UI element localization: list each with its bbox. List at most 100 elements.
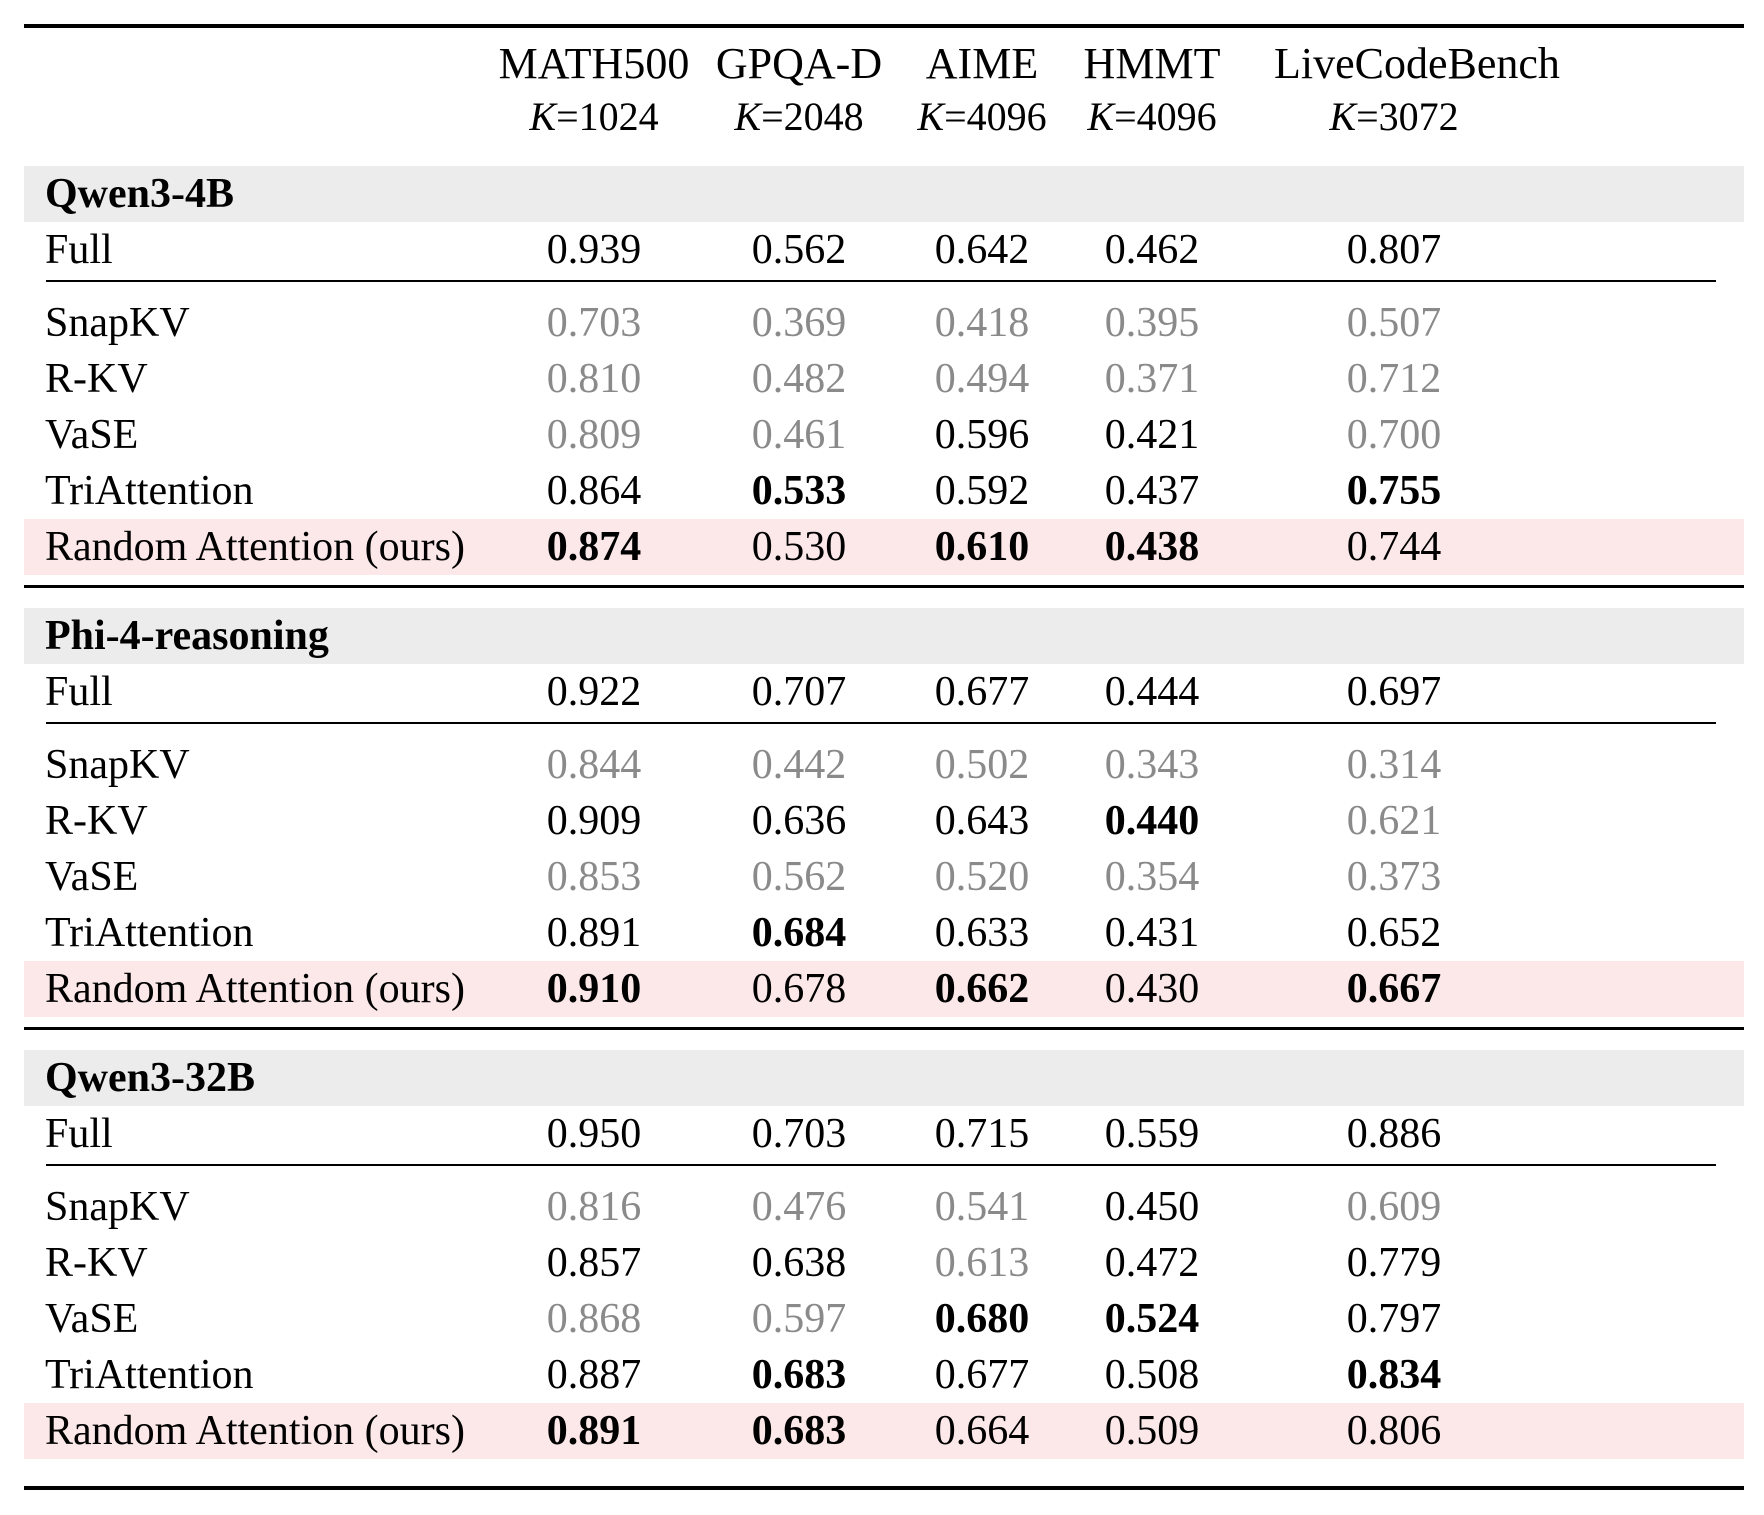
cell-value: 0.707: [751, 669, 847, 715]
column-k-value: K=4096: [862, 89, 1102, 145]
cell-value: 0.638: [751, 1240, 847, 1286]
row-label: SnapKV: [45, 300, 190, 346]
cell-value: 0.922: [546, 669, 642, 715]
cell-value: 0.502: [934, 742, 1030, 788]
top-rule: [24, 24, 1744, 28]
k-variable: K: [734, 94, 762, 139]
cell-value: 0.755: [1346, 468, 1442, 514]
row-label: R-KV: [45, 798, 148, 844]
cell-value: 0.524: [1104, 1296, 1200, 1342]
cell-value: 0.806: [1346, 1408, 1442, 1454]
column-name: HMMT: [1083, 39, 1221, 88]
cell-value: 0.868: [546, 1296, 642, 1342]
column-header-math500: MATH500 K=1024: [474, 39, 714, 145]
cell-value: 0.809: [546, 412, 642, 458]
cell-value: 0.703: [546, 300, 642, 346]
cell-value: 0.633: [934, 910, 1030, 956]
column-name: MATH500: [498, 39, 690, 88]
cell-value: 0.910: [546, 966, 642, 1012]
cell-value: 0.810: [546, 356, 642, 402]
highlight-row-bg: [24, 961, 1744, 1017]
model-band: [24, 166, 1744, 222]
cell-value: 0.891: [546, 910, 642, 956]
cell-value: 0.562: [751, 227, 847, 273]
cell-value: 0.343: [1104, 742, 1200, 788]
cell-value: 0.621: [1346, 798, 1442, 844]
full-row-rule: [46, 1164, 1716, 1166]
cell-value: 0.472: [1104, 1240, 1200, 1286]
cell-value: 0.509: [1104, 1408, 1200, 1454]
full-row-rule: [46, 280, 1716, 282]
cell-value: 0.652: [1346, 910, 1442, 956]
cell-value: 0.684: [751, 910, 847, 956]
highlight-row-bg: [24, 1403, 1744, 1459]
cell-value: 0.438: [1104, 524, 1200, 570]
k-number: =3072: [1356, 94, 1459, 139]
column-k-value: K=3072: [1274, 89, 1514, 145]
cell-value: 0.559: [1104, 1111, 1200, 1157]
column-k-value: K=1024: [474, 89, 714, 145]
cell-value: 0.797: [1346, 1296, 1442, 1342]
k-number: =4096: [1114, 94, 1217, 139]
cell-value: 0.909: [546, 798, 642, 844]
cell-value: 0.642: [934, 227, 1030, 273]
k-variable: K: [529, 94, 557, 139]
model-band: [24, 608, 1744, 664]
cell-value: 0.418: [934, 300, 1030, 346]
row-label: TriAttention: [45, 910, 254, 956]
k-variable: K: [1329, 94, 1357, 139]
row-label-full: Full: [45, 669, 113, 715]
cell-value: 0.677: [934, 669, 1030, 715]
cell-value: 0.395: [1104, 300, 1200, 346]
cell-value: 0.508: [1104, 1352, 1200, 1398]
cell-value: 0.891: [546, 1408, 642, 1454]
cell-value: 0.662: [934, 966, 1030, 1012]
cell-value: 0.678: [751, 966, 847, 1012]
cell-value: 0.507: [1346, 300, 1442, 346]
k-variable: K: [917, 94, 945, 139]
cell-value: 0.482: [751, 356, 847, 402]
cell-value: 0.680: [934, 1296, 1030, 1342]
cell-value: 0.461: [751, 412, 847, 458]
row-label: TriAttention: [45, 468, 254, 514]
row-label: TriAttention: [45, 1352, 254, 1398]
column-name: GPQA-D: [715, 39, 883, 88]
row-label: VaSE: [45, 854, 139, 900]
row-label: R-KV: [45, 356, 148, 402]
cell-value: 0.667: [1346, 966, 1442, 1012]
model-band: [24, 1050, 1744, 1106]
cell-value: 0.950: [546, 1111, 642, 1157]
k-number: =4096: [944, 94, 1047, 139]
cell-value: 0.715: [934, 1111, 1030, 1157]
cell-value: 0.562: [751, 854, 847, 900]
cell-value: 0.530: [751, 524, 847, 570]
cell-value: 0.462: [1104, 227, 1200, 273]
cell-value: 0.703: [751, 1111, 847, 1157]
cell-value: 0.354: [1104, 854, 1200, 900]
cell-value: 0.664: [934, 1408, 1030, 1454]
cell-value: 0.834: [1346, 1352, 1442, 1398]
cell-value: 0.683: [751, 1408, 847, 1454]
cell-value: 0.494: [934, 356, 1030, 402]
row-label: SnapKV: [45, 1184, 190, 1230]
row-label: SnapKV: [45, 742, 190, 788]
cell-value: 0.541: [934, 1184, 1030, 1230]
cell-value: 0.697: [1346, 669, 1442, 715]
cell-value: 0.683: [751, 1352, 847, 1398]
cell-value: 0.643: [934, 798, 1030, 844]
row-label: Random Attention (ours): [45, 524, 465, 570]
cell-value: 0.874: [546, 524, 642, 570]
cell-value: 0.939: [546, 227, 642, 273]
cell-value: 0.371: [1104, 356, 1200, 402]
cell-value: 0.437: [1104, 468, 1200, 514]
cell-value: 0.444: [1104, 669, 1200, 715]
row-label: Random Attention (ours): [45, 966, 465, 1012]
row-label: Random Attention (ours): [45, 1408, 465, 1454]
row-label-full: Full: [45, 227, 113, 273]
cell-value: 0.596: [934, 412, 1030, 458]
column-header-hmmt: HMMT K=4096: [1032, 39, 1272, 145]
row-label: VaSE: [45, 1296, 139, 1342]
cell-value: 0.779: [1346, 1240, 1442, 1286]
cell-value: 0.844: [546, 742, 642, 788]
column-header-livecodebench: LiveCodeBench K=3072: [1274, 39, 1560, 145]
